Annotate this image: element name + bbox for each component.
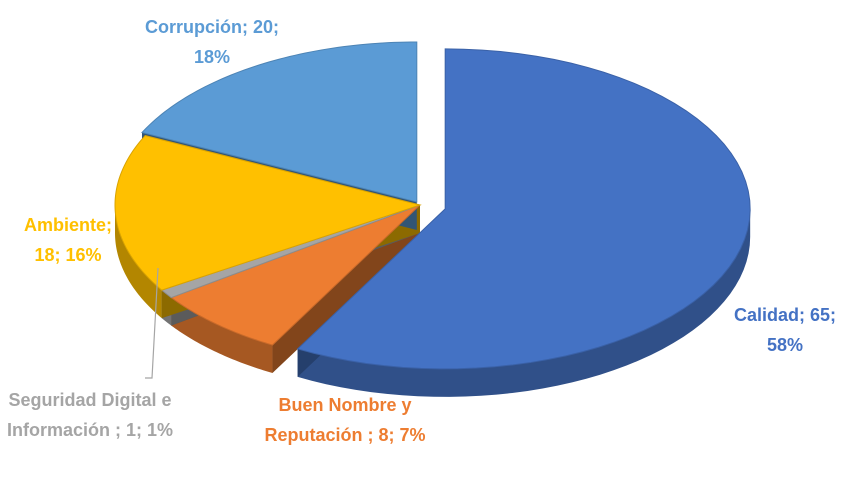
leader-line — [145, 267, 159, 379]
data-label: Seguridad Digital e Información ; 1; 1% — [6, 390, 174, 440]
slice-side — [297, 208, 751, 397]
slice — [170, 204, 421, 346]
slice — [114, 135, 422, 291]
slice-cut — [272, 205, 420, 374]
data-label: Calidad; 65; 58% — [733, 305, 837, 355]
data-label: Ambiente; 18; 16% — [23, 215, 112, 265]
slice-side — [171, 297, 273, 374]
data-label: Buen Nombre y Reputación ; 8; 7% — [264, 395, 426, 445]
slice — [296, 48, 751, 370]
data-label: Corrupción; 20; 18% — [144, 17, 279, 67]
slice-side — [115, 205, 162, 319]
slice — [141, 41, 418, 203]
slice — [160, 204, 421, 299]
